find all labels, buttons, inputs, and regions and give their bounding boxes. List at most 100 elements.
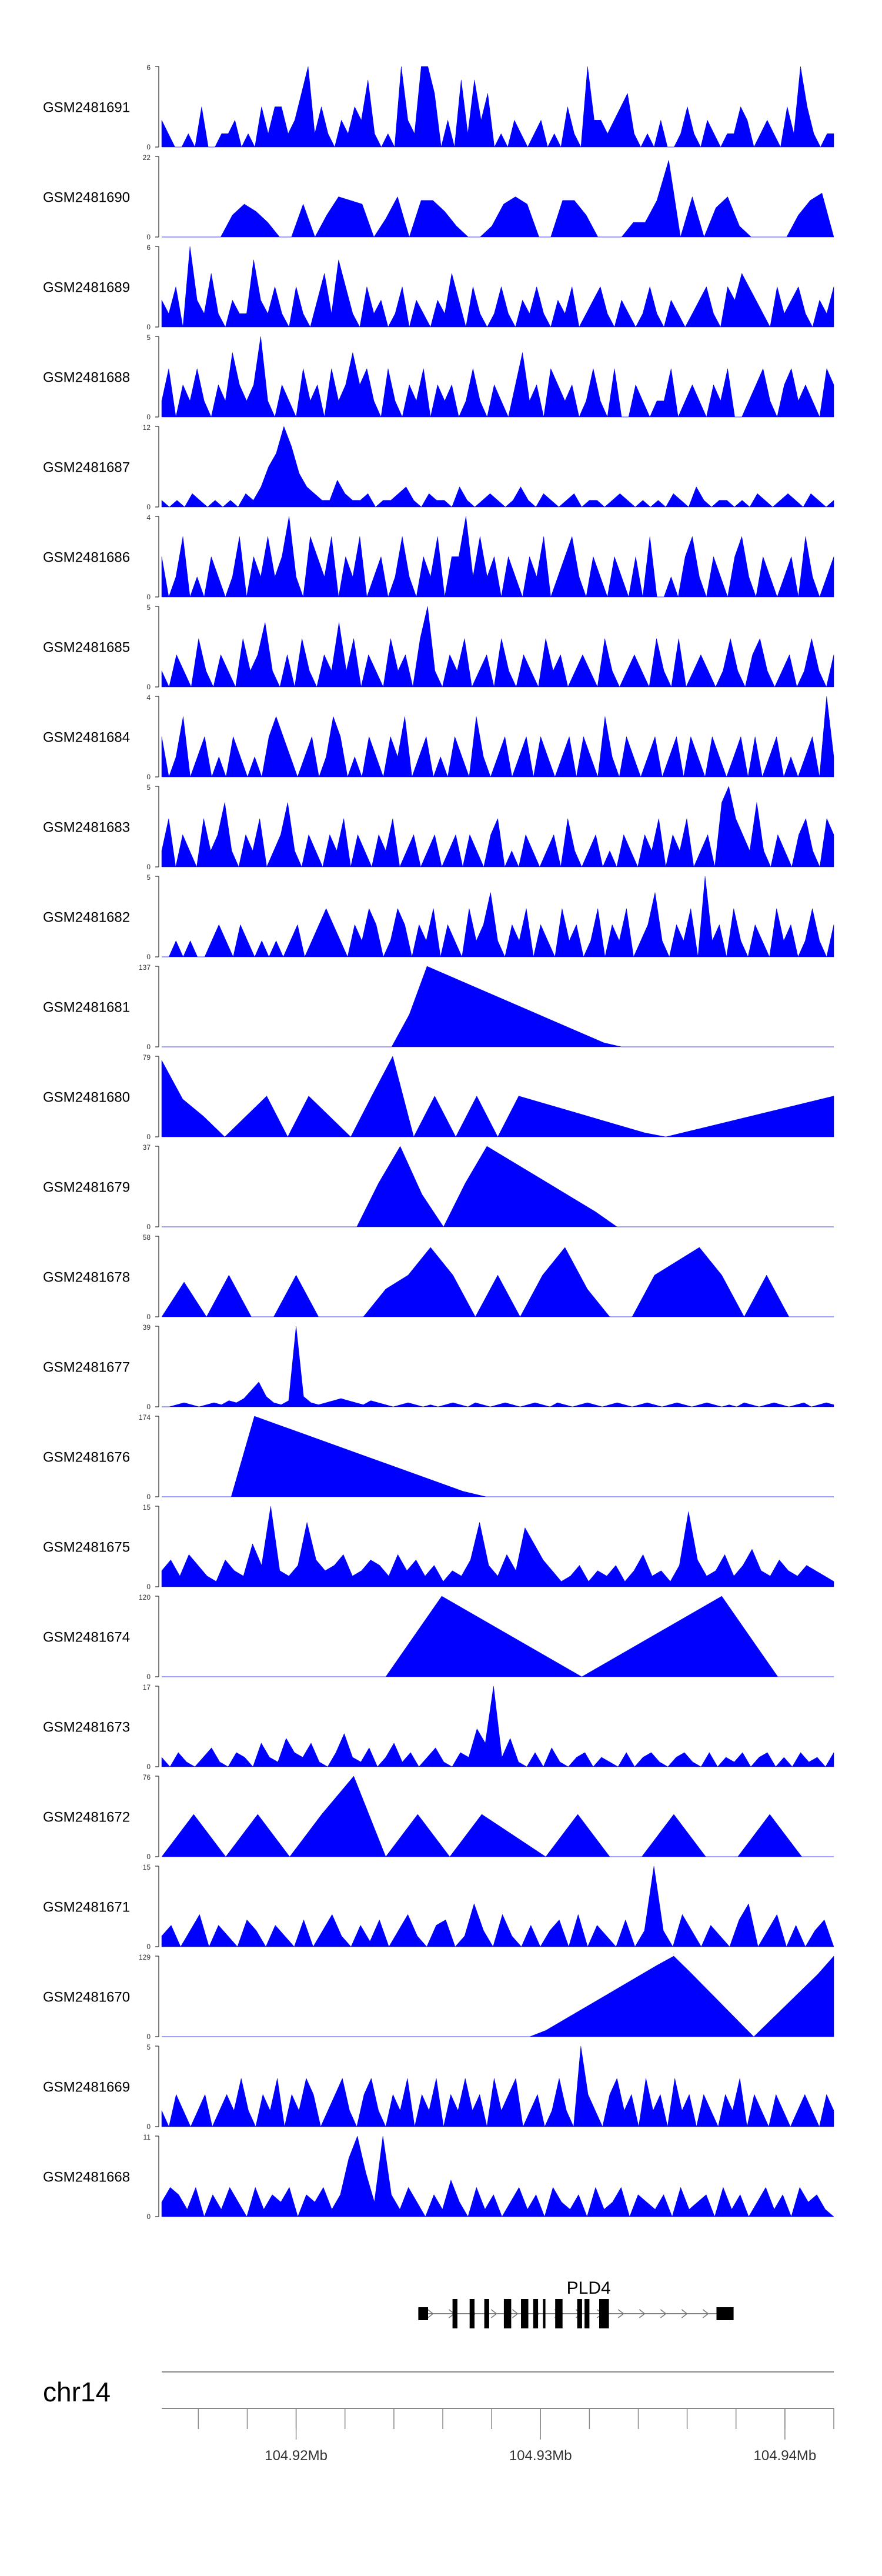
coverage-area — [161, 1776, 834, 1857]
genome-axis: chr14 104.92Mb 104.93Mb 104.94Mb — [43, 2371, 834, 2464]
track-GSM2481683: GSM2481683 5 0 — [43, 783, 834, 871]
track-GSM2481689: GSM2481689 6 0 — [43, 243, 834, 331]
gene-label: PLD4 — [567, 2278, 611, 2298]
strand-arrow — [681, 2309, 688, 2318]
track-y-min-label: 0 — [146, 1313, 151, 1321]
track-label: GSM2481675 — [43, 1540, 130, 1556]
track-GSM2481671: GSM2481671 15 0 — [43, 1863, 834, 1951]
track-GSM2481690: GSM2481690 22 0 — [43, 154, 834, 241]
track-y-min-label: 0 — [146, 2123, 151, 2131]
coverage-area — [162, 1956, 834, 2037]
coverage-area — [161, 2046, 834, 2127]
track-y-max-label: 22 — [143, 154, 151, 162]
coverage-area — [161, 1686, 834, 1767]
track-GSM2481668: GSM2481668 11 0 — [43, 2133, 834, 2221]
coverage-area — [162, 1146, 834, 1227]
gene-exon — [716, 2307, 734, 2320]
track-label: GSM2481690 — [43, 190, 130, 206]
track-label: GSM2481688 — [43, 370, 130, 386]
coverage-area — [161, 516, 834, 598]
coverage-area — [161, 2135, 834, 2217]
track-label: GSM2481677 — [43, 1360, 130, 1376]
coverage-area — [161, 1506, 834, 1587]
gene-exon — [484, 2299, 489, 2328]
track-y-min-label: 0 — [146, 1853, 151, 1861]
coverage-area — [161, 1056, 834, 1137]
track-label: GSM2481669 — [43, 2080, 130, 2095]
coverage-area — [161, 1866, 834, 1947]
coverage-area — [161, 606, 834, 688]
chromosome-label: chr14 — [43, 2377, 111, 2407]
track-y-min-label: 0 — [146, 863, 151, 871]
track-y-max-label: 12 — [143, 423, 151, 432]
track-y-max-label: 39 — [143, 1323, 151, 1332]
track-y-min-label: 0 — [146, 773, 151, 781]
gene-exon — [577, 2299, 582, 2328]
strand-arrow — [427, 2309, 434, 2318]
track-label: GSM2481684 — [43, 730, 130, 746]
track-GSM2481676: GSM2481676 174 0 — [43, 1413, 834, 1501]
track-GSM2481674: GSM2481674 120 0 — [43, 1593, 834, 1681]
track-y-max-label: 76 — [143, 1773, 151, 1781]
track-GSM2481669: GSM2481669 5 0 — [43, 2043, 834, 2131]
track-y-max-label: 5 — [146, 603, 151, 612]
track-label: GSM2481673 — [43, 1720, 130, 1736]
track-y-max-label: 6 — [146, 64, 151, 72]
gene-exon — [503, 2299, 512, 2328]
track-GSM2481673: GSM2481673 17 0 — [43, 1683, 834, 1771]
strand-arrow — [702, 2309, 709, 2318]
axis-tick-label: 104.92Mb — [265, 2448, 328, 2464]
coverage-area — [161, 786, 834, 867]
track-y-max-label: 5 — [146, 333, 151, 342]
track-GSM2481686: GSM2481686 4 0 — [43, 513, 834, 601]
gene-track: PLD4 — [418, 2278, 734, 2328]
track-GSM2481682: GSM2481682 5 0 — [43, 873, 834, 961]
track-y-max-label: 129 — [139, 1953, 151, 1961]
coverage-area — [161, 246, 834, 328]
track-y-min-label: 0 — [146, 413, 151, 421]
track-label: GSM2481687 — [43, 460, 130, 476]
gene-exon — [469, 2299, 475, 2328]
strand-arrow — [660, 2309, 667, 2318]
track-y-min-label: 0 — [146, 683, 151, 691]
track-GSM2481679: GSM2481679 37 0 — [43, 1143, 834, 1231]
track-y-min-label: 0 — [146, 1133, 151, 1141]
track-label: GSM2481670 — [43, 1990, 130, 2006]
track-GSM2481680: GSM2481680 79 0 — [43, 1053, 834, 1141]
track-y-max-label: 120 — [139, 1593, 151, 1601]
track-GSM2481677: GSM2481677 39 0 — [43, 1323, 834, 1411]
track-GSM2481684: GSM2481684 4 0 — [43, 693, 834, 781]
gene-exon — [543, 2299, 546, 2328]
track-label: GSM2481691 — [43, 100, 130, 116]
track-y-max-label: 79 — [143, 1053, 151, 1062]
track-label: GSM2481683 — [43, 820, 130, 836]
track-y-min-label: 0 — [146, 323, 151, 331]
track-y-min-label: 0 — [146, 1943, 151, 1951]
coverage-area — [162, 1326, 834, 1407]
axis-tick-label: 104.93Mb — [509, 2448, 572, 2464]
track-y-min-label: 0 — [146, 2213, 151, 2221]
gene-exon — [584, 2299, 590, 2328]
track-y-max-label: 137 — [139, 963, 151, 972]
track-y-min-label: 0 — [146, 1583, 151, 1591]
track-y-max-label: 5 — [146, 873, 151, 882]
track-y-min-label: 0 — [146, 503, 151, 511]
track-GSM2481681: GSM2481681 137 0 — [43, 963, 834, 1051]
coverage-area — [162, 966, 834, 1047]
track-y-min-label: 0 — [146, 1223, 151, 1231]
track-y-min-label: 0 — [146, 1763, 151, 1771]
track-label: GSM2481686 — [43, 550, 130, 566]
gene-exon — [555, 2299, 563, 2328]
track-y-min-label: 0 — [146, 143, 151, 151]
track-GSM2481687: GSM2481687 12 0 — [43, 423, 834, 511]
track-y-min-label: 0 — [146, 2033, 151, 2041]
coverage-area — [162, 1596, 834, 1677]
coverage-area — [161, 336, 834, 418]
track-label: GSM2481672 — [43, 1810, 130, 1826]
track-y-max-label: 174 — [139, 1413, 151, 1422]
gene-exon — [599, 2299, 609, 2328]
track-label: GSM2481668 — [43, 2170, 130, 2185]
coverage-area — [161, 426, 834, 508]
gene-exon — [452, 2299, 457, 2328]
